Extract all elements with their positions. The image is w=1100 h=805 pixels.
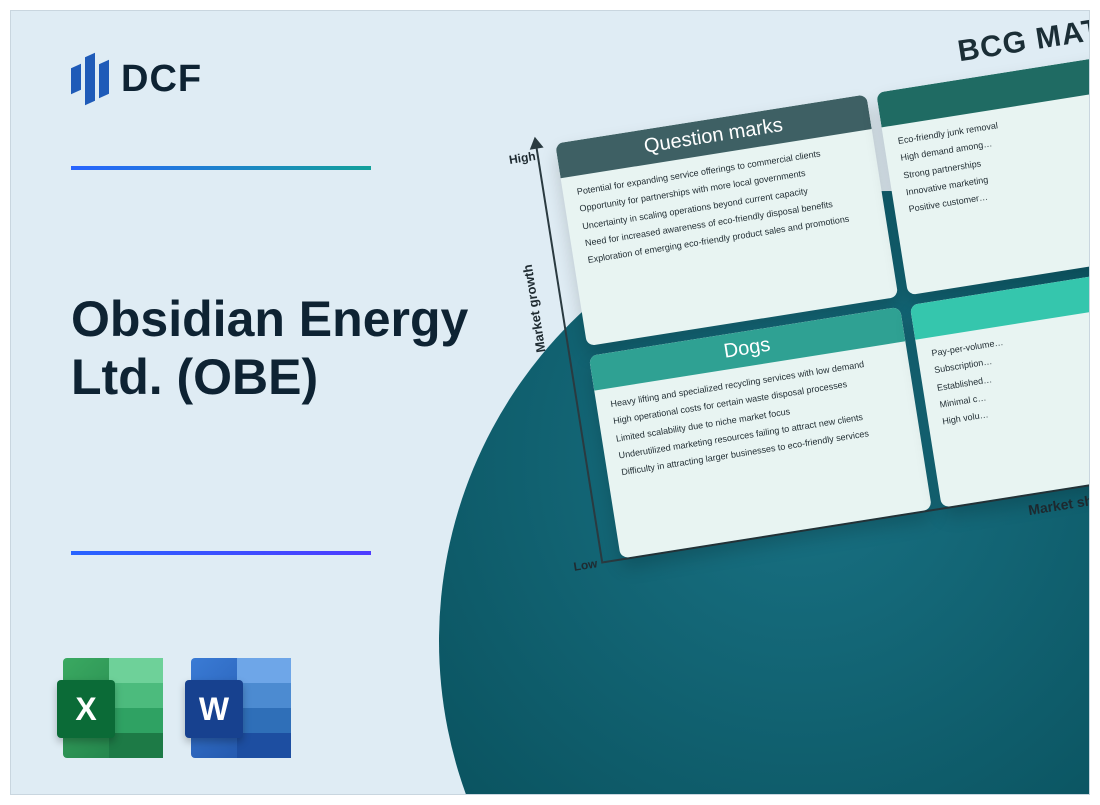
axis-y-arrow-icon xyxy=(528,136,544,150)
quadrant-cash-cows: Pay-per-volume… Subscription… Establishe… xyxy=(910,256,1090,508)
brand-bar xyxy=(99,60,109,98)
brand-logo: DCF xyxy=(71,51,202,107)
bcg-matrix: BCG MATRIX Market growth Market share Hi… xyxy=(490,11,1090,651)
brand-bar xyxy=(85,53,95,105)
page-title-line1: Obsidian Energy xyxy=(71,291,468,349)
excel-icon[interactable]: X xyxy=(63,658,163,758)
axis-y-high: High xyxy=(508,149,537,167)
excel-letter: X xyxy=(57,680,115,738)
word-icon[interactable]: W xyxy=(191,658,291,758)
quadrant-question-marks: Question marks Potential for expanding s… xyxy=(555,94,898,346)
brand-text: DCF xyxy=(121,58,202,101)
matrix-title: BCG MATRIX xyxy=(955,10,1090,69)
page-title-line2: Ltd. (OBE) xyxy=(71,349,468,407)
brand-bar xyxy=(71,64,81,94)
brand-bars xyxy=(71,51,109,107)
quadrant-stars: Eco-friendly junk removal High demand am… xyxy=(876,44,1090,296)
axis-y-low: Low xyxy=(572,556,598,574)
doc-icons: X W xyxy=(63,658,291,758)
divider-bottom xyxy=(71,551,371,555)
axis-y-label: Market growth xyxy=(520,263,549,353)
word-letter: W xyxy=(185,680,243,738)
quadrant-dogs: Dogs Heavy lifting and specialized recyc… xyxy=(589,307,932,559)
divider-top xyxy=(71,166,371,170)
card: DCF Obsidian Energy Ltd. (OBE) X W BCG M… xyxy=(10,10,1090,795)
matrix-grid: Question marks Potential for expanding s… xyxy=(555,44,1090,559)
page-title: Obsidian Energy Ltd. (OBE) xyxy=(71,291,468,406)
